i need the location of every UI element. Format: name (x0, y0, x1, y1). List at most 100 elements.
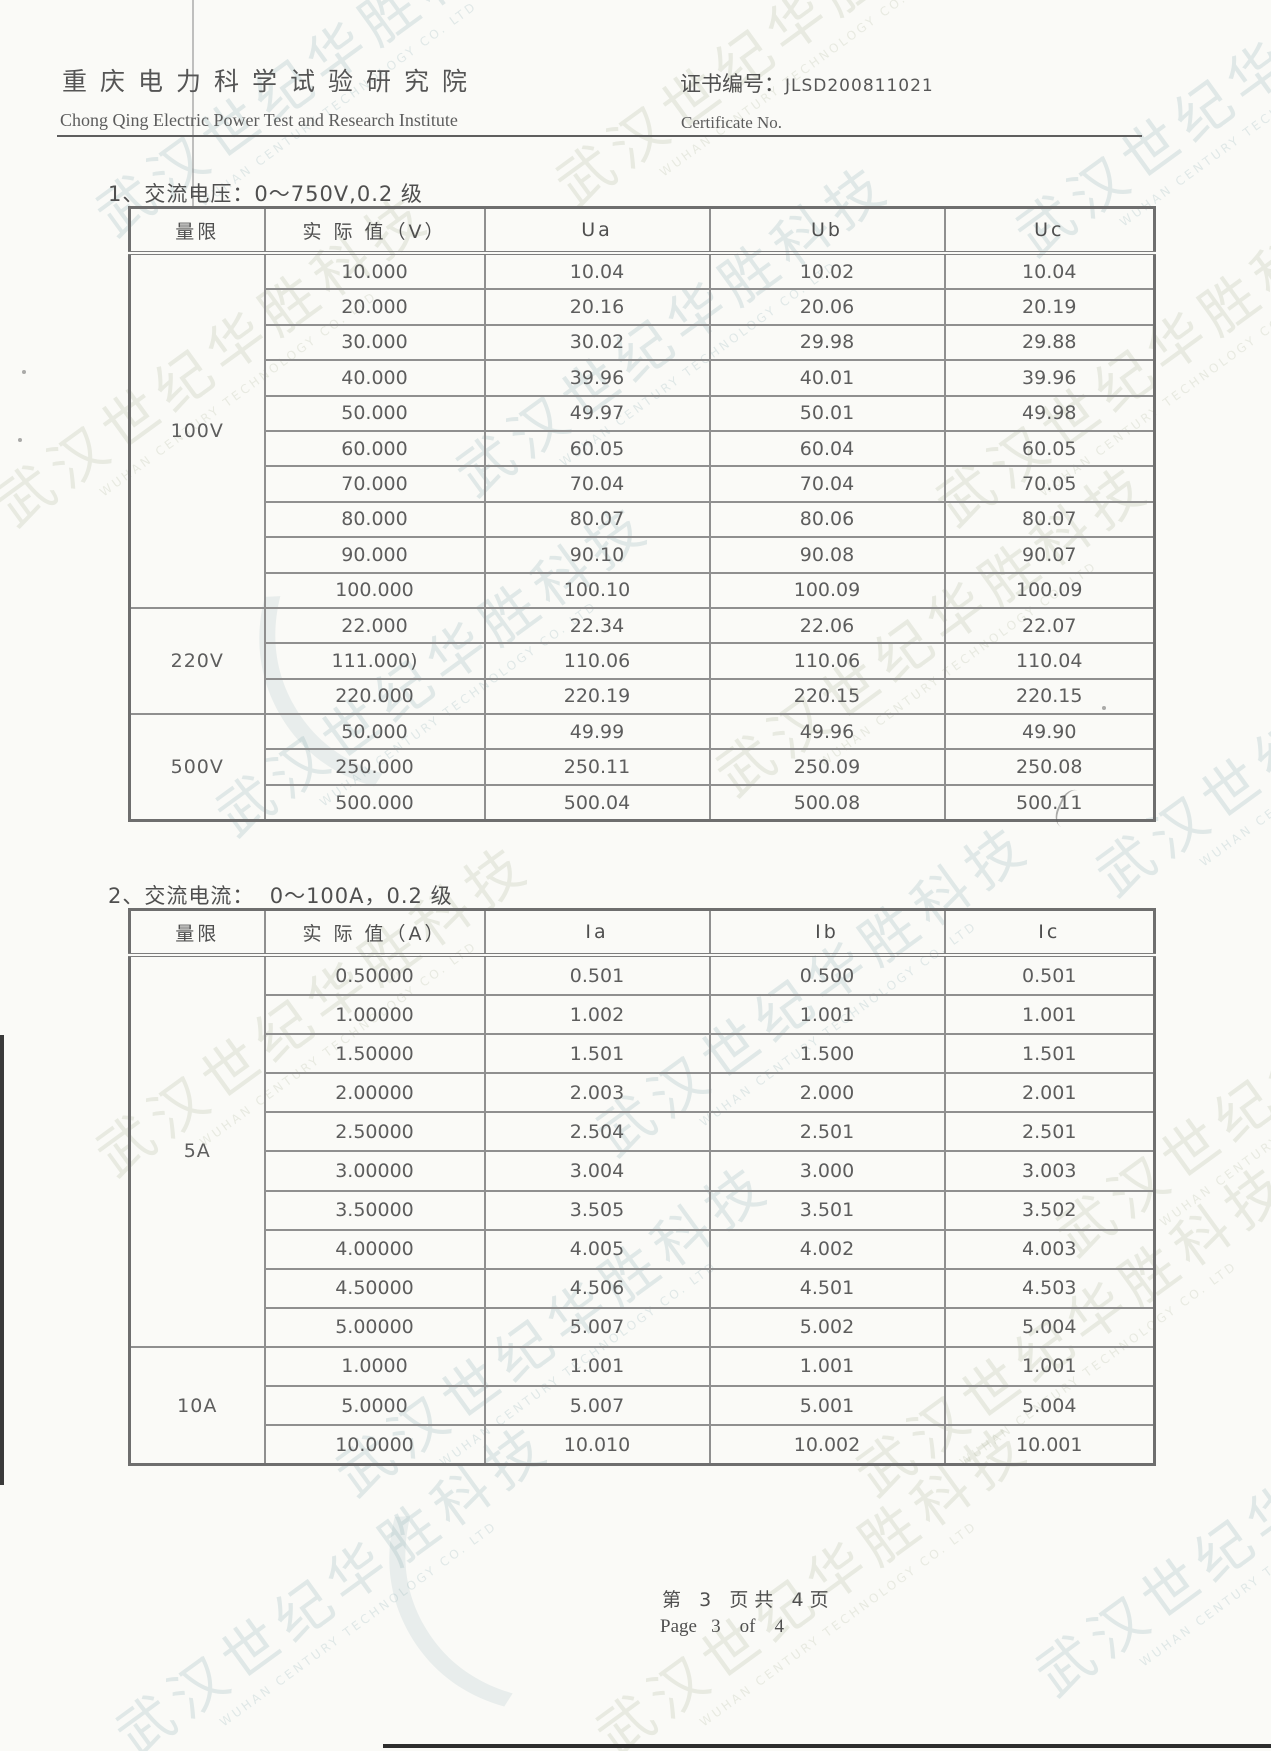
measured-value-cell: 4.005 (483, 1228, 711, 1270)
column-header: Ub (708, 206, 946, 255)
certificate-number-value: JLSD200811021 (785, 76, 934, 96)
measured-value-cell: 10.001 (943, 1424, 1156, 1466)
table-row: 10.0000 10.010 10.002 10.001 (130, 1424, 1156, 1466)
nominal-value-cell: 111.000) (263, 642, 486, 680)
measured-value-cell: 49.99 (483, 713, 711, 751)
measured-value-cell: 2.003 (483, 1072, 711, 1114)
nominal-value-cell: 10.0000 (263, 1424, 486, 1466)
table-row: 90.000 90.10 90.08 90.07 (130, 536, 1156, 574)
measured-value-cell: 1.500 (708, 1033, 946, 1075)
nominal-value-cell: 20.000 (263, 288, 486, 326)
measured-value-cell: 500.11 (943, 783, 1156, 822)
nominal-value-cell: 100.000 (263, 571, 486, 609)
scan-artifact-speck (22, 370, 26, 374)
measured-value-cell: 29.88 (943, 323, 1156, 362)
nominal-value-cell: 3.50000 (263, 1189, 486, 1231)
measured-value-cell: 110.06 (708, 642, 946, 680)
nominal-value-cell: 1.00000 (263, 994, 486, 1036)
header-row: 量限实 际 值（A） Ia Ib Ic (128, 908, 1156, 957)
measured-value-cell: 1.001 (943, 1345, 1156, 1388)
measured-value-cell: 5.007 (483, 1306, 711, 1348)
section-title-ac-voltage: 1、交流电压：0～750V,0.2 级 (108, 182, 423, 206)
measured-value-cell: 2.000 (708, 1072, 946, 1114)
table-row: 250.000 250.11 250.09 250.08 (130, 748, 1156, 786)
range-cell: 5A (128, 954, 266, 1348)
column-header: Ua (483, 206, 711, 255)
page-number-en: Page 3 of 4 (660, 1616, 785, 1637)
nominal-value-cell: 22.000 (263, 606, 486, 645)
range-cell: 10A (128, 1345, 266, 1466)
measured-value-cell: 100.09 (943, 571, 1156, 609)
column-header: 量限 (128, 206, 266, 255)
institute-name-cn: 重庆电力科学试验研究院 (62, 67, 481, 96)
measured-value-cell: 4.503 (943, 1267, 1156, 1309)
measured-value-cell: 49.90 (943, 713, 1156, 751)
measured-value-cell: 39.96 (943, 359, 1156, 397)
certificate-number-label-en: Certificate No. (681, 113, 783, 132)
measured-value-cell: 2.001 (943, 1072, 1156, 1114)
scan-artifact-left-edge (0, 1035, 4, 1485)
table-row: 1.50000 1.501 1.500 1.501 (130, 1033, 1156, 1075)
measured-value-cell: 1.501 (483, 1033, 711, 1075)
scan-artifact-speck (18, 438, 22, 442)
measured-value-cell: 90.10 (483, 536, 711, 574)
table-row: 50.000 49.97 50.01 49.98 (130, 394, 1156, 432)
measured-value-cell: 110.06 (483, 642, 711, 680)
measured-value-cell: 10.02 (708, 251, 946, 291)
measured-value-cell: 80.07 (943, 500, 1156, 539)
table-row: 4.50000 4.506 4.501 4.503 (130, 1267, 1156, 1309)
measured-value-cell: 10.04 (943, 251, 1156, 291)
measured-value-cell: 2.501 (943, 1111, 1156, 1153)
measured-value-cell: 500.04 (483, 783, 711, 822)
measured-value-cell: 110.04 (943, 642, 1156, 680)
column-header: 实 际 值（A） (263, 908, 486, 957)
measured-value-cell: 0.501 (943, 953, 1156, 997)
measured-value-cell: 49.98 (943, 394, 1156, 432)
header-divider (57, 135, 1142, 137)
measured-value-cell: 100.09 (708, 571, 946, 609)
measured-value-cell: 220.19 (483, 677, 711, 716)
nominal-value-cell: 220.000 (263, 677, 486, 716)
measured-value-cell: 70.04 (708, 465, 946, 503)
measured-value-cell: 5.007 (483, 1385, 711, 1427)
measured-value-cell: 220.15 (708, 677, 946, 716)
table-row: 500.000 500.04 500.08 500.11 (130, 783, 1156, 822)
measured-value-cell: 90.07 (943, 536, 1156, 574)
certificate-number-label: 证书编号： (680, 72, 785, 96)
measured-value-cell: 1.001 (708, 1345, 946, 1388)
measured-value-cell: 70.04 (483, 465, 711, 503)
page-number-cn: 第 3 页 共 4 页 (662, 1589, 829, 1611)
measured-value-cell: 5.004 (943, 1306, 1156, 1348)
nominal-value-cell: 50.000 (263, 713, 486, 751)
measured-value-cell: 10.002 (708, 1424, 946, 1466)
nominal-value-cell: 1.50000 (263, 1033, 486, 1075)
measured-value-cell: 4.501 (708, 1267, 946, 1309)
nominal-value-cell: 4.50000 (263, 1267, 486, 1309)
section-title-ac-current: 2、交流电流： 0～100A，0.2 级 (108, 884, 453, 908)
measured-value-cell: 5.001 (708, 1385, 946, 1427)
institute-name-en: Chong Qing Electric Power Test and Resea… (60, 110, 458, 130)
table-row: 100V 10.000 10.04 10.02 10.04 (128, 251, 1156, 609)
measured-value-cell: 1.001 (708, 994, 946, 1036)
column-header: Ib (708, 908, 946, 957)
measured-value-cell: 60.05 (943, 429, 1156, 468)
measured-value-cell: 20.19 (943, 288, 1156, 326)
table-row: 2.00000 2.003 2.000 2.001 (130, 1072, 1156, 1114)
range-cell: 220V (128, 606, 266, 716)
measured-value-cell: 30.02 (483, 323, 711, 362)
measured-value-cell: 250.08 (943, 748, 1156, 786)
watermark-logo-glyph: （ (209, 1491, 542, 1751)
watermark-text-en: WUHAN CENTURY TECHNOLOGY CO. LTD (657, 0, 940, 180)
measured-value-cell: 3.004 (483, 1150, 711, 1192)
measured-value-cell: 3.502 (943, 1189, 1156, 1231)
table-row: 20.000 20.16 20.06 20.19 (130, 288, 1156, 326)
measured-value-cell: 20.06 (708, 288, 946, 326)
table-row: 3.00000 3.004 3.000 3.003 (130, 1150, 1156, 1192)
nominal-value-cell: 5.00000 (263, 1306, 486, 1348)
column-header: Ic (943, 908, 1156, 957)
nominal-value-cell: 40.000 (263, 359, 486, 397)
measured-value-cell: 5.004 (943, 1385, 1156, 1427)
scan-artifact-crease (192, 0, 194, 206)
table-row: 80.000 80.07 80.06 80.07 (130, 500, 1156, 539)
